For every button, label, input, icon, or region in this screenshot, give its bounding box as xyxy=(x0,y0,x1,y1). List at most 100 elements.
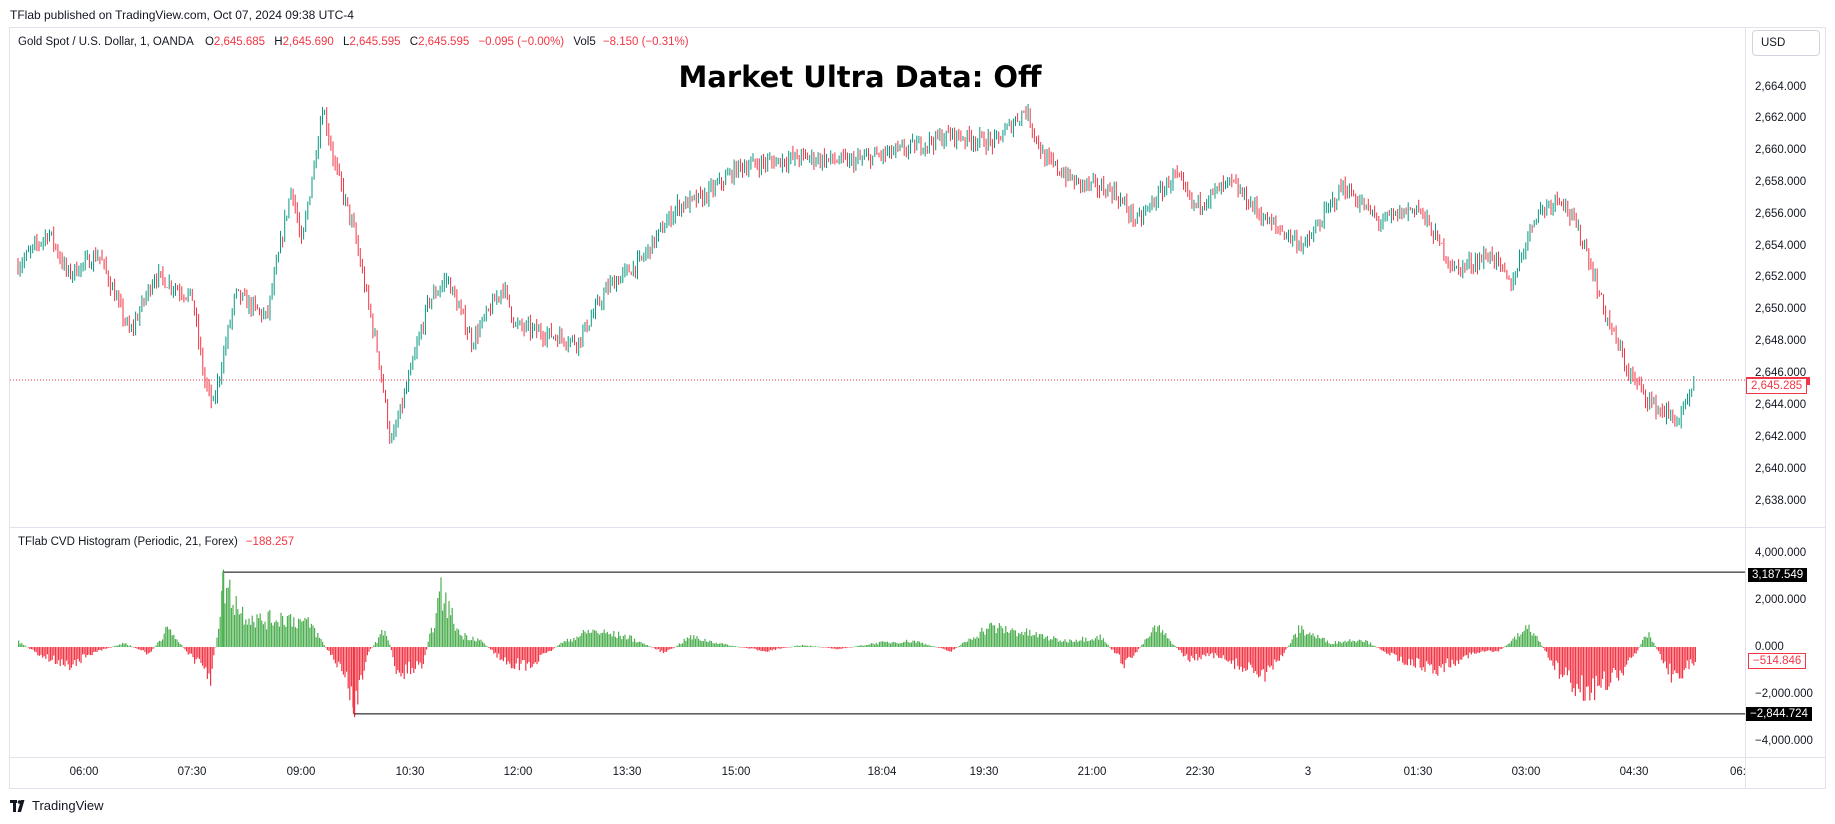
histogram-bar xyxy=(1333,643,1335,647)
histogram-bar xyxy=(131,646,133,648)
histogram-bar xyxy=(1632,647,1634,657)
histogram-bar xyxy=(939,647,941,648)
histogram-bar xyxy=(38,647,40,656)
histogram-bar xyxy=(1035,632,1037,647)
histogram-bar xyxy=(67,647,69,665)
histogram-bar xyxy=(382,635,384,647)
histogram-bar xyxy=(822,647,824,648)
histogram-bar xyxy=(1483,647,1485,652)
histogram-bar xyxy=(590,632,592,647)
histogram-bar xyxy=(1197,647,1199,661)
histogram-bar xyxy=(274,622,276,647)
histogram-bar xyxy=(1227,647,1229,662)
histogram-bar xyxy=(1510,640,1512,647)
histogram-bar xyxy=(795,645,797,647)
histogram-bar xyxy=(1534,635,1536,647)
histogram-bar xyxy=(917,641,919,647)
histogram-bar xyxy=(890,643,892,647)
histogram-bar xyxy=(707,642,709,647)
cvd-histogram-pane[interactable] xyxy=(10,528,1745,757)
histogram-bar xyxy=(157,642,159,647)
histogram-bar xyxy=(758,647,760,651)
histogram-bar xyxy=(378,637,380,647)
histogram-bar xyxy=(206,647,208,679)
indicator-title[interactable]: TFlab CVD Histogram (Periodic, 21, Forex… xyxy=(18,536,238,548)
histogram-bar xyxy=(1312,633,1314,647)
histogram-bar xyxy=(181,645,183,647)
histogram-bar xyxy=(1654,646,1656,647)
histogram-bar xyxy=(488,647,490,649)
histogram-bar xyxy=(1133,647,1135,656)
histogram-bar xyxy=(520,647,522,664)
histogram-bar xyxy=(286,616,288,647)
histogram-bar xyxy=(334,647,336,664)
histogram-bar xyxy=(173,634,175,647)
histogram-bar xyxy=(1347,640,1349,647)
price-chart-pane[interactable] xyxy=(10,28,1745,527)
histogram-bar xyxy=(338,647,340,662)
histogram-bar xyxy=(128,645,130,647)
indicator-legend[interactable]: TFlab CVD Histogram (Periodic, 21, Forex… xyxy=(18,536,294,548)
histogram-bar xyxy=(678,643,680,647)
histogram-bar xyxy=(85,647,87,658)
histogram-bar xyxy=(29,647,31,650)
histogram-bar xyxy=(653,647,655,648)
histogram-bar xyxy=(506,647,508,665)
histogram-bar xyxy=(1554,647,1556,670)
histogram-bar xyxy=(1190,647,1192,656)
histogram-bar xyxy=(1619,647,1621,671)
histogram-bar xyxy=(702,641,704,647)
histogram-bar xyxy=(106,647,108,649)
histogram-bar xyxy=(1490,647,1492,651)
price-axis-border xyxy=(1745,28,1746,788)
histogram-bar xyxy=(1390,647,1392,653)
histogram-bar xyxy=(264,621,266,647)
histogram-bar xyxy=(384,630,386,647)
change-value: −0.095 (−0.00%) xyxy=(478,36,565,48)
histogram-bar xyxy=(1182,647,1184,657)
histogram-bar xyxy=(467,640,469,647)
time-tick: 22:30 xyxy=(1185,766,1215,778)
symbol-legend[interactable]: Gold Spot / U.S. Dollar, 1, OANDA O2,645… xyxy=(18,36,689,48)
histogram-bar xyxy=(1549,647,1551,661)
histogram-bar xyxy=(515,647,517,664)
histogram-bar xyxy=(1288,645,1290,647)
histogram-bar xyxy=(155,645,157,647)
histogram-bar xyxy=(648,646,650,647)
histogram-bar xyxy=(1608,647,1610,687)
histogram-bar xyxy=(1293,635,1295,647)
histogram-bar xyxy=(1422,647,1424,668)
pane-separator[interactable] xyxy=(10,527,1825,528)
histogram-bar xyxy=(616,638,618,647)
histogram-bar xyxy=(421,647,423,669)
histogram-bar xyxy=(898,643,900,647)
histogram-bar xyxy=(1339,641,1341,647)
histogram-bar xyxy=(461,635,463,647)
currency-button[interactable]: USD xyxy=(1752,30,1820,56)
histogram-bar xyxy=(1389,647,1391,656)
histogram-bar xyxy=(1574,647,1576,697)
histogram-bar xyxy=(416,647,418,662)
histogram-bar xyxy=(582,630,584,647)
tradingview-brand[interactable]: TradingView xyxy=(10,798,104,813)
histogram-bar xyxy=(549,647,551,651)
histogram-bar xyxy=(1218,647,1220,658)
histogram-bar xyxy=(1418,647,1420,659)
histogram-bar xyxy=(781,647,783,649)
histogram-bar xyxy=(912,640,914,647)
histogram-bar xyxy=(690,635,692,647)
histogram-bar xyxy=(1162,630,1164,647)
histogram-bar xyxy=(1259,647,1261,677)
histogram-bar xyxy=(600,633,602,647)
histogram-bar xyxy=(656,647,658,650)
histogram-bar xyxy=(22,644,24,647)
histogram-bar xyxy=(654,647,656,650)
histogram-bar xyxy=(46,647,48,655)
histogram-bar xyxy=(298,618,300,647)
histogram-bar xyxy=(846,647,848,648)
symbol-title[interactable]: Gold Spot / U.S. Dollar, 1, OANDA xyxy=(18,36,194,48)
high-value: 2,645.690 xyxy=(282,36,334,48)
histogram-bar xyxy=(1363,642,1365,647)
histogram-bar xyxy=(1174,646,1176,647)
histogram-bar xyxy=(235,596,237,647)
